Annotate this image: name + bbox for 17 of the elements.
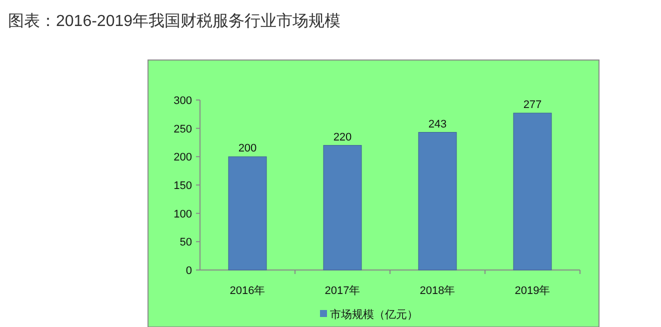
y-tick-label: 0 — [186, 265, 192, 277]
y-tick-label: 250 — [174, 123, 192, 136]
y-tick-label: 50 — [180, 236, 192, 249]
x-tick-label: 2016年 — [230, 285, 266, 297]
x-tick-label: 2019年 — [514, 285, 550, 297]
y-tick-label: 300 — [174, 95, 192, 107]
y-tick-label: 200 — [174, 152, 192, 164]
data-label: 277 — [523, 99, 542, 112]
data-label: 243 — [428, 118, 447, 130]
legend-label: 市场规模（亿元） — [330, 308, 418, 321]
data-label: 200 — [238, 142, 257, 155]
y-tick-label: 150 — [174, 180, 192, 192]
x-tick-label: 2018年 — [420, 285, 456, 297]
title: 图表：2016-2019年我国财税服务行业市场规模 — [8, 13, 341, 30]
y-tick-label: 100 — [174, 208, 192, 220]
x-tick-label: 2017年 — [324, 285, 360, 297]
data-label: 220 — [333, 131, 352, 144]
